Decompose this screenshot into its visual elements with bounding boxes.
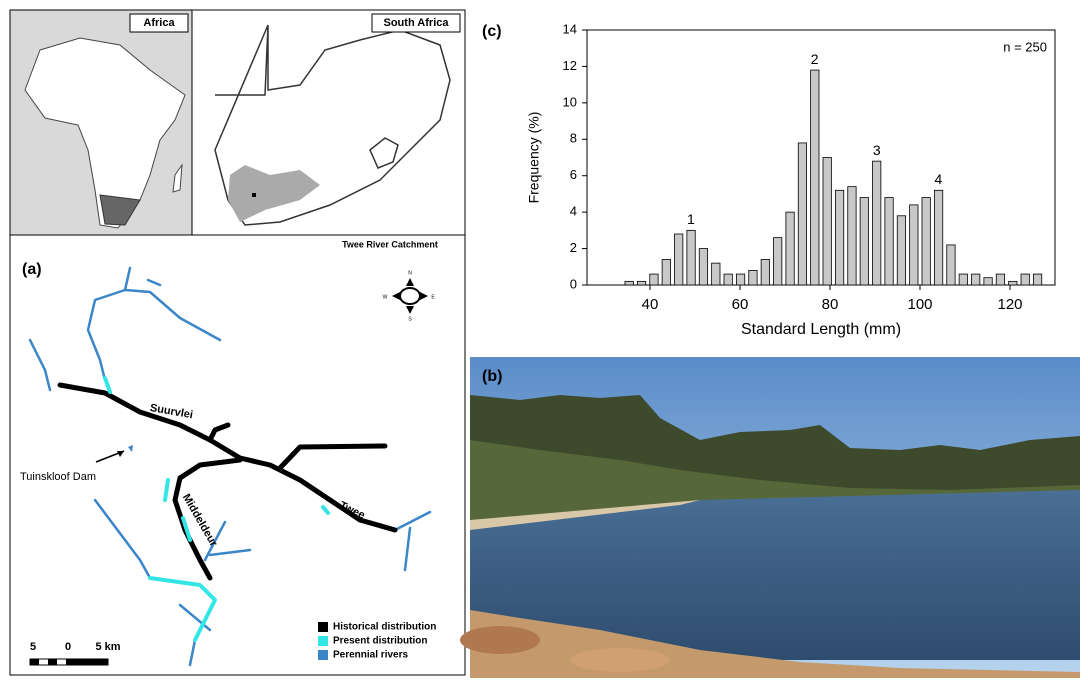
map-title: Twee River Catchment (342, 239, 438, 249)
bar (1020, 273, 1030, 286)
x-tick-label: 80 (822, 296, 839, 313)
scale-label: 5 (30, 641, 36, 653)
bar (896, 215, 907, 286)
legend-swatch (318, 622, 328, 632)
compass: N E S W (383, 270, 436, 322)
bar (748, 270, 758, 286)
chart-panel (470, 10, 1080, 350)
bar (958, 273, 968, 286)
y-axis-label: Frequency (%) (526, 112, 542, 204)
legend-label: Historical distribution (333, 622, 436, 633)
bar (909, 204, 919, 286)
perennial-river (28, 266, 432, 667)
bar (933, 189, 944, 286)
south-africa-inset: South Africa (191, 9, 466, 236)
y-tick-label: 8 (570, 131, 577, 146)
inset-title: South Africa (384, 17, 450, 29)
bar (624, 280, 634, 286)
x-tick-label: 120 (997, 296, 1022, 313)
bar (983, 277, 993, 286)
bar (1008, 280, 1018, 286)
bar (674, 233, 684, 286)
legend-label: Perennial rivers (333, 650, 408, 661)
bar (797, 142, 808, 286)
bar (773, 237, 783, 286)
catchment-map: Twee River Catchment (a) (9, 234, 466, 676)
present-river (103, 376, 330, 642)
scale-label: 0 (65, 641, 71, 653)
bar (847, 186, 857, 286)
x-axis-label: Standard Length (mm) (741, 321, 901, 338)
historical-river (57, 382, 398, 581)
legend: Historical distribution Present distribut… (318, 622, 436, 661)
x-tick-label: 60 (732, 296, 749, 313)
legend-swatch (318, 650, 328, 660)
y-tick-label: 10 (563, 94, 577, 109)
plot-frame (586, 29, 1056, 286)
bar (921, 197, 931, 286)
bar (946, 244, 956, 286)
y-tick-label: 6 (570, 167, 577, 182)
bar (872, 160, 882, 286)
bar (810, 69, 820, 286)
panel-label: (b) (482, 368, 502, 385)
x-tick-label: 100 (907, 296, 932, 313)
panel-label: (a) (22, 261, 42, 278)
bar (711, 262, 721, 286)
compass-letter: W (383, 294, 388, 300)
bar (884, 197, 894, 286)
bar (785, 211, 795, 286)
bar (698, 248, 709, 286)
x-tick-label: 40 (642, 296, 659, 313)
bar (649, 273, 659, 286)
bar (661, 259, 671, 286)
compass-letter: E (431, 294, 435, 300)
y-tick-label: 0 (570, 276, 577, 291)
scale-bar: 5 0 5 km (29, 641, 121, 666)
y-tick-label: 2 (570, 240, 577, 255)
bar (834, 189, 845, 286)
bar (822, 157, 832, 286)
annotation: 4 (935, 171, 943, 187)
compass-letter: N (408, 270, 412, 276)
bar (636, 280, 647, 286)
inset-title: Africa (143, 17, 175, 29)
bar (971, 273, 981, 286)
annotation: 2 (811, 51, 819, 67)
y-tick-label: 4 (570, 204, 577, 219)
map-label: Tuinskloof Dam (20, 471, 96, 483)
bar (735, 273, 746, 286)
scale-label: 5 km (95, 641, 120, 653)
bar (995, 273, 1006, 286)
photo: (b) (460, 357, 1080, 678)
annotation: 1 (687, 211, 695, 227)
legend-label: Present distribution (333, 636, 427, 647)
bar (859, 197, 869, 286)
y-tick-label: 14 (563, 21, 577, 36)
note: n = 250 (1003, 39, 1047, 54)
bar (686, 229, 696, 286)
y-tick-label: 12 (563, 58, 577, 73)
bar (1032, 273, 1043, 286)
compass-letter: S (408, 316, 412, 322)
bar (760, 259, 770, 286)
annotation: 3 (873, 142, 881, 158)
legend-swatch (318, 636, 328, 646)
bar (723, 273, 733, 286)
panel-label: (c) (482, 23, 502, 40)
africa-inset: Africa (9, 9, 193, 236)
